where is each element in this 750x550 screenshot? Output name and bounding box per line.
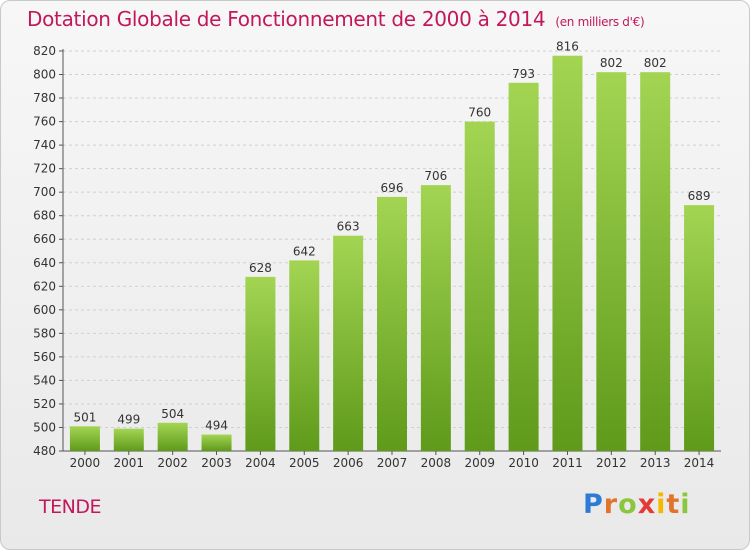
data-label: 689 <box>688 189 711 203</box>
x-tick-label: 2014 <box>684 456 715 470</box>
y-tick-label: 480 <box>33 444 56 458</box>
bar <box>684 205 715 451</box>
logo-letter: x <box>637 489 657 520</box>
y-tick-label: 660 <box>33 232 56 246</box>
x-tick-label: 2011 <box>552 456 583 470</box>
y-tick-label: 820 <box>33 44 56 58</box>
data-label: 642 <box>293 244 316 258</box>
bar <box>201 434 232 451</box>
x-tick-label: 2013 <box>640 456 671 470</box>
y-tick-label: 600 <box>33 303 56 317</box>
commune-name: TENDE <box>39 496 101 518</box>
bar <box>377 196 407 451</box>
data-label: 802 <box>644 56 667 70</box>
logo-letter: i <box>656 489 667 520</box>
data-label: 628 <box>249 261 272 275</box>
bar <box>157 422 188 451</box>
y-tick-label: 700 <box>33 185 56 199</box>
data-label: 663 <box>337 220 360 234</box>
x-tick-label: 2007 <box>377 456 408 470</box>
bar <box>508 82 539 451</box>
bar <box>596 72 627 452</box>
y-tick-label: 740 <box>33 138 56 152</box>
y-tick-label: 560 <box>33 350 56 364</box>
data-label: 793 <box>512 67 535 81</box>
x-tick-label: 2004 <box>245 456 276 470</box>
x-tick-label: 2010 <box>508 456 539 470</box>
y-tick-label: 500 <box>33 420 56 434</box>
logo-letter: o <box>618 489 638 520</box>
y-tick-label: 580 <box>33 326 56 340</box>
x-tick-label: 2003 <box>201 456 232 470</box>
y-tick-label: 680 <box>33 209 56 223</box>
data-label: 499 <box>117 413 140 427</box>
bar <box>69 426 100 451</box>
y-tick-label: 520 <box>33 397 56 411</box>
bar <box>245 276 276 451</box>
proxiti-logo: Proxiti <box>583 489 691 520</box>
data-label: 816 <box>556 40 579 54</box>
x-tick-label: 2009 <box>464 456 495 470</box>
bar <box>289 260 320 451</box>
x-tick-label: 2005 <box>289 456 320 470</box>
data-label: 504 <box>161 407 184 421</box>
y-tick-label: 540 <box>33 373 56 387</box>
y-tick-label: 780 <box>33 91 56 105</box>
x-tick-label: 2002 <box>157 456 188 470</box>
data-label: 501 <box>73 410 96 424</box>
bar <box>113 428 144 451</box>
data-label: 706 <box>424 169 447 183</box>
y-tick-label: 800 <box>33 68 56 82</box>
x-tick-label: 2000 <box>70 456 101 470</box>
y-tick-label: 620 <box>33 279 56 293</box>
bar <box>640 72 671 452</box>
bar <box>552 55 583 452</box>
bar <box>333 235 364 451</box>
unit-note: (en milliers d'€) <box>555 15 645 29</box>
data-label: 802 <box>600 56 623 70</box>
x-tick-label: 2008 <box>421 456 452 470</box>
y-tick-label: 720 <box>33 162 56 176</box>
x-tick-label: 2012 <box>596 456 627 470</box>
bar <box>464 121 495 452</box>
y-tick-label: 760 <box>33 115 56 129</box>
bar <box>420 185 451 451</box>
chart-title-text: Dotation Globale de Fonctionnement de 20… <box>27 7 546 31</box>
logo-letter: t <box>666 489 681 520</box>
chart-title: Dotation Globale de Fonctionnement de 20… <box>27 7 645 31</box>
data-label: 494 <box>205 419 228 433</box>
x-tick-label: 2001 <box>114 456 145 470</box>
logo-letter: r <box>603 489 619 520</box>
y-tick-label: 640 <box>33 256 56 270</box>
x-tick-label: 2006 <box>333 456 364 470</box>
data-label: 696 <box>381 181 404 195</box>
data-label: 760 <box>468 106 491 120</box>
logo-letter: i <box>680 489 691 520</box>
logo-letter: P <box>583 489 604 520</box>
